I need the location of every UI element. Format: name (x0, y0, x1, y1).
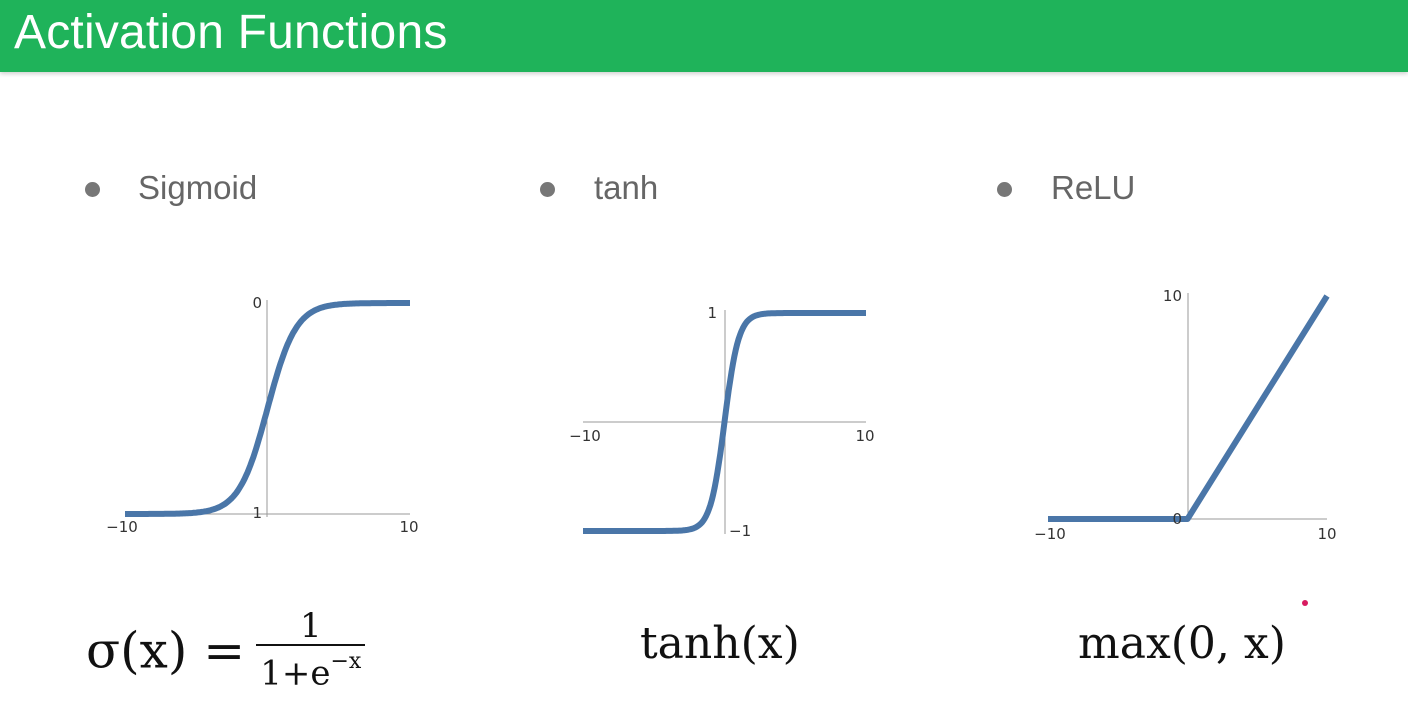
sigmoid-denominator-base: 1+e (260, 653, 331, 694)
relu-formula: max(0, x) (1078, 618, 1286, 669)
sigmoid-x-tick-label-1: 10 (399, 518, 418, 536)
bullet-dot-relu (997, 182, 1012, 197)
relu-curve (1048, 294, 1330, 522)
bullet-dot-sigmoid (85, 182, 100, 197)
annotation-dot (1302, 600, 1308, 606)
sigmoid-fraction: 1 1+e−x (256, 606, 366, 694)
sigmoid-y-tick-label-1: 1 (252, 504, 262, 522)
sigmoid-curve (123, 300, 412, 517)
tanh-y-tick-label-1: −1 (729, 522, 751, 540)
sigmoid-formula: σ(x) = 1 1+e−x (86, 606, 366, 694)
relu-y-tick-label-1: 0 (1172, 510, 1182, 528)
sigmoid-numerator: 1 (299, 606, 322, 646)
slide-title: Activation Functions (14, 6, 448, 59)
sigmoid-x-tick-label-0: −10 (106, 518, 138, 536)
relu-y-tick-label-0: 10 (1163, 287, 1182, 305)
sigmoid-y-tick-label-0: 0 (252, 294, 262, 312)
bullet-label-sigmoid: Sigmoid (138, 169, 258, 206)
title-bar: Activation Functions (0, 0, 1408, 72)
bullet-label-tanh: tanh (594, 169, 659, 206)
bullet-label-relu: ReLU (1051, 169, 1136, 206)
tanh-x-tick-label-0: −10 (569, 427, 601, 445)
tanh-curve (581, 310, 868, 534)
tanh-x-tick-label-1: 10 (855, 427, 874, 445)
relu-x-tick-label-1: 10 (1317, 525, 1336, 543)
sigmoid-denominator: 1+e−x (256, 644, 366, 694)
sigmoid-formula-lhs: σ(x) = (86, 621, 246, 680)
tanh-y-tick-label-0: 1 (707, 304, 717, 322)
tanh-formula: tanh(x) (640, 618, 800, 669)
sigmoid-denominator-exponent: −x (330, 649, 362, 674)
relu-x-tick-label-0: −10 (1034, 525, 1066, 543)
bullet-dot-tanh (540, 182, 555, 197)
